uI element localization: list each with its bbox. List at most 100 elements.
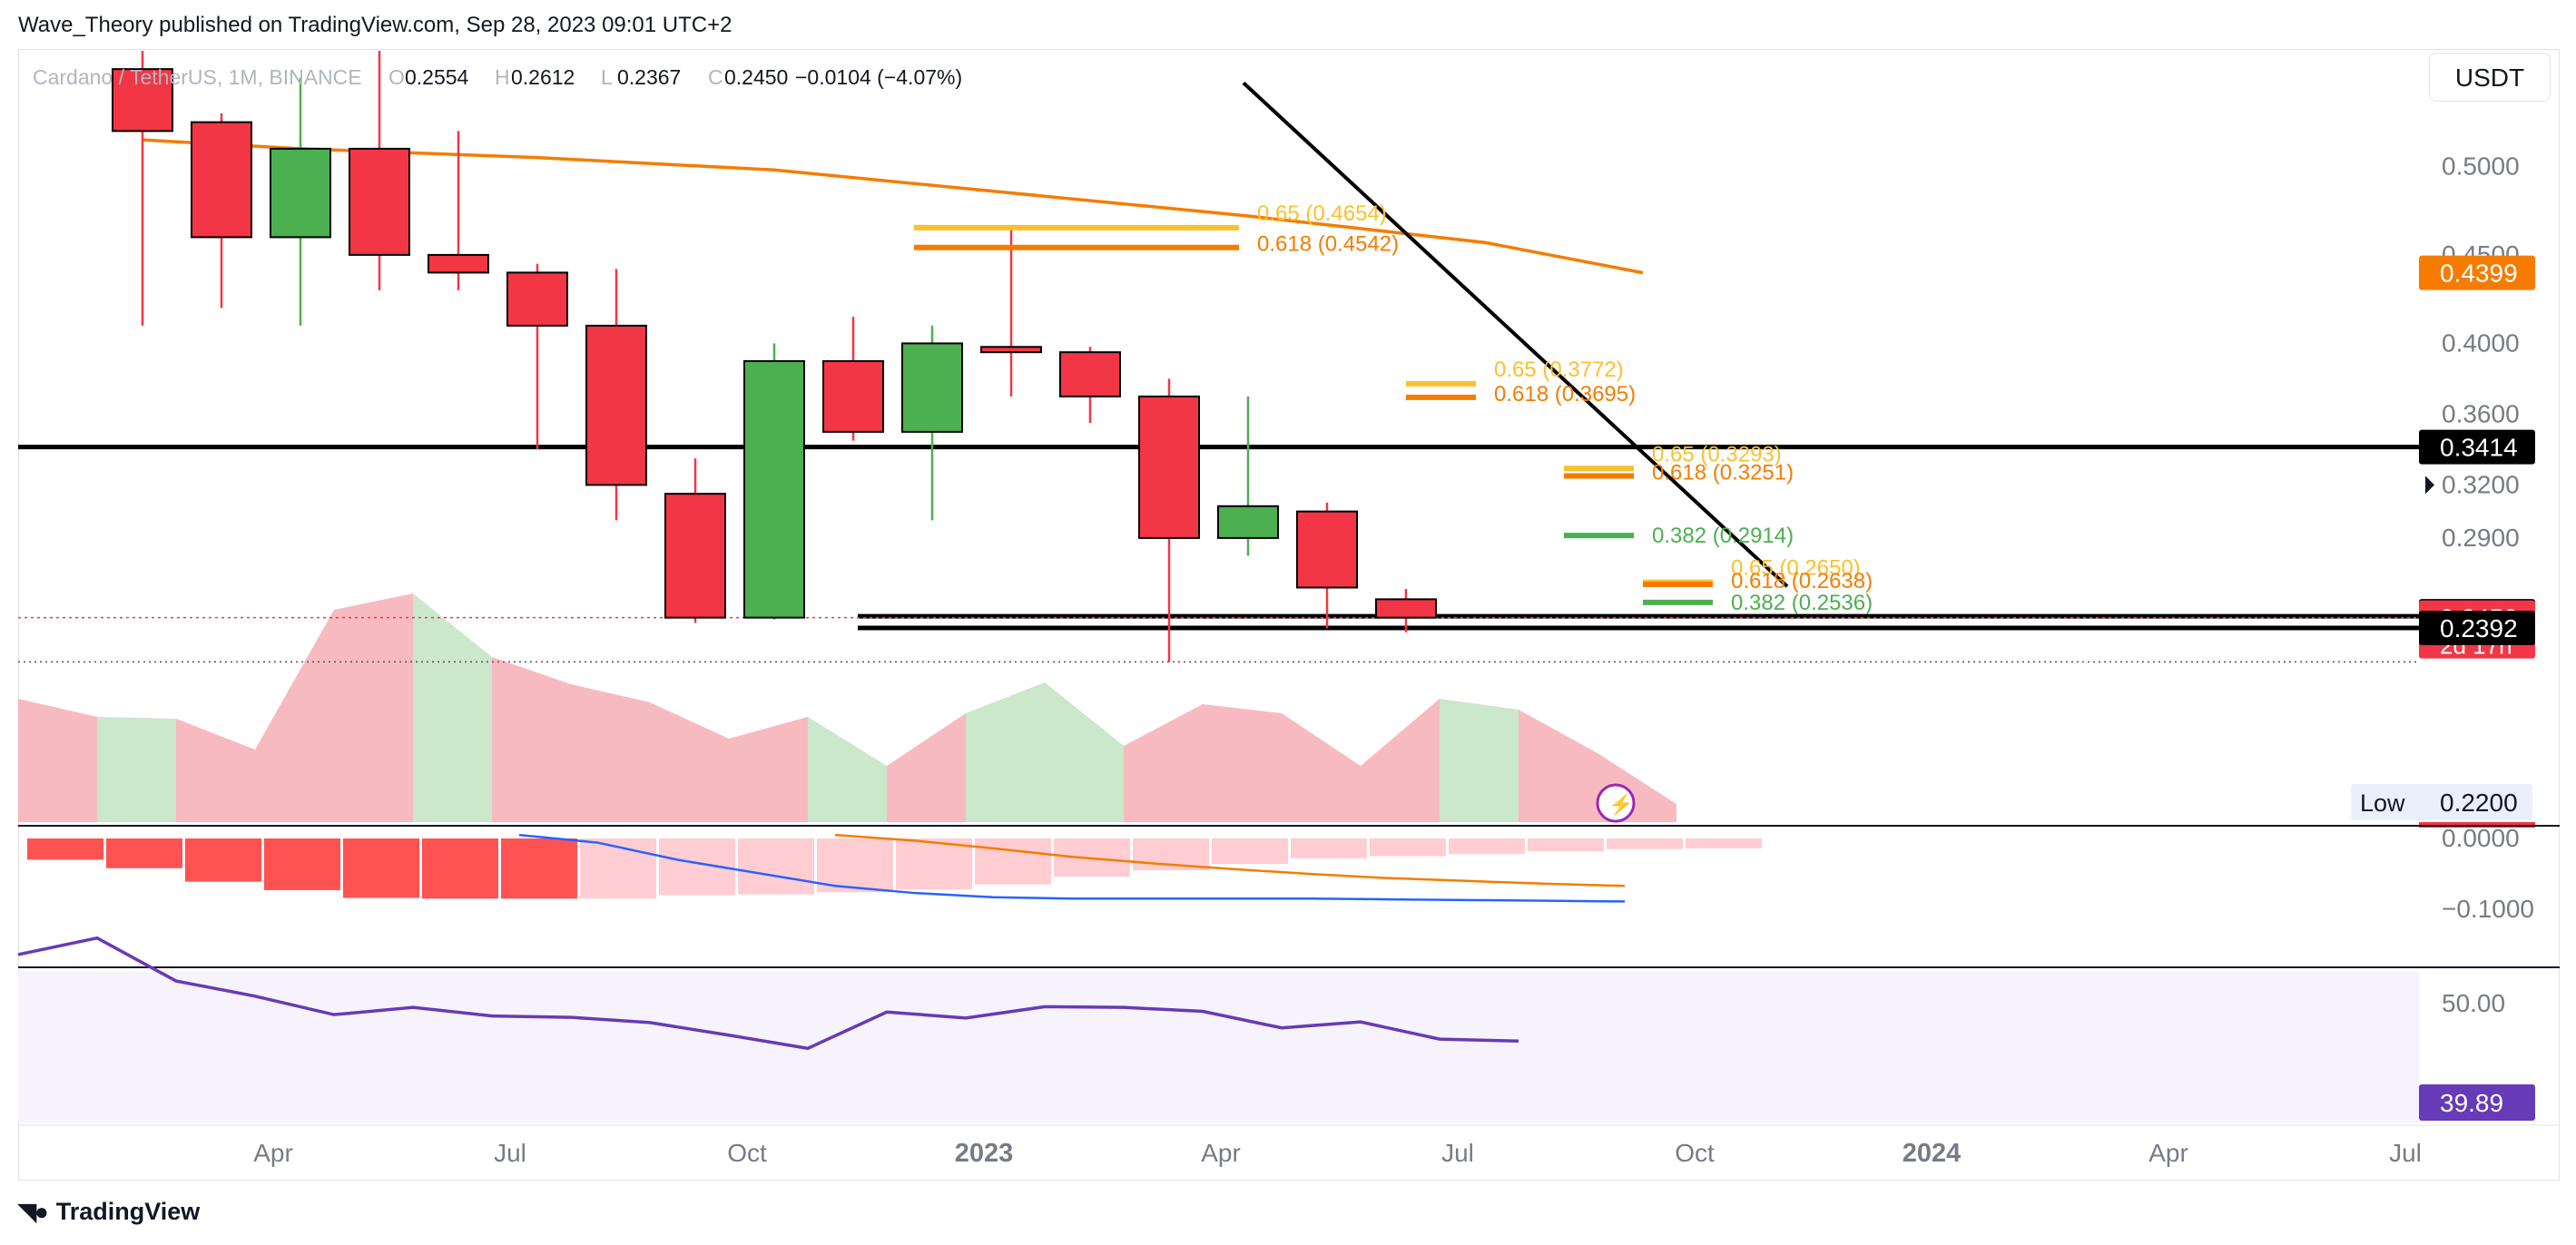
momentum-area-segment — [1045, 682, 1124, 822]
rsi-band — [18, 971, 2419, 1122]
macd-histogram-bar — [1607, 838, 1683, 849]
candle-body — [1375, 598, 1437, 619]
moving-average-line — [142, 138, 1644, 275]
candle-body — [1059, 351, 1121, 397]
momentum-area-segment — [1203, 704, 1282, 822]
rsi-badge — [2419, 1084, 2535, 1121]
candle — [428, 131, 489, 290]
price-axis-tick: 0.2900 — [2442, 524, 2520, 552]
candle-body — [585, 324, 647, 486]
candle-body — [191, 121, 252, 239]
legend-label: L — [601, 65, 613, 89]
macd-histogram-bar — [817, 838, 893, 893]
legend-label: C — [708, 65, 723, 89]
time-axis-tick: Jul — [2389, 1139, 2422, 1167]
tradingview-logo[interactable]: ◥● TradingView — [18, 1198, 200, 1226]
macd-histogram-bar — [1291, 838, 1367, 858]
candle — [743, 343, 805, 620]
momentum-area-segment — [571, 684, 650, 822]
candle — [191, 113, 252, 309]
low-badge-label: Low — [2360, 789, 2405, 817]
macd-pane — [27, 833, 1762, 903]
published-header: Wave_Theory published on TradingView.com… — [18, 13, 732, 37]
macd-histogram-bar — [106, 838, 182, 868]
price-badge — [2419, 429, 2535, 465]
currency-button[interactable]: USDT — [2429, 53, 2551, 102]
momentum-area-segment — [334, 593, 413, 822]
momentum-area-segment — [729, 717, 808, 822]
macd-signal-line — [834, 833, 1626, 887]
macd-histogram-bar — [580, 838, 656, 899]
price-badge — [2419, 255, 2535, 290]
time-axis-tick: 2024 — [1903, 1139, 1961, 1168]
fib-level-label: 0.618 (0.2638) — [1731, 569, 1873, 593]
time-axis-tick: Oct — [727, 1139, 767, 1167]
candle — [506, 263, 568, 450]
candle — [822, 317, 884, 441]
chart-frame — [18, 49, 2560, 1181]
candle — [1375, 589, 1437, 632]
macd-histogram-bar — [1212, 838, 1288, 865]
momentum-area-segment — [887, 713, 966, 822]
macd-histogram-bar — [185, 838, 261, 882]
candle-body — [664, 493, 726, 619]
macd-histogram-bar — [1686, 838, 1762, 848]
fib-level-label: 0.382 (0.2914) — [1652, 524, 1794, 548]
candle — [349, 51, 410, 290]
candle — [1296, 502, 1358, 629]
candle — [1138, 378, 1200, 662]
candle — [980, 230, 1042, 397]
candle — [112, 51, 173, 326]
legend-value: 0.2367 — [617, 65, 681, 89]
macd-line — [518, 833, 1626, 903]
momentum-area-segment — [1124, 704, 1203, 822]
candle — [664, 458, 726, 623]
legend-change: −0.0104 (−4.07%) — [795, 65, 962, 89]
low-badge — [2351, 784, 2532, 820]
candle-body — [1138, 395, 1200, 539]
candle-body — [901, 342, 963, 433]
fib-level-label: 0.382 (0.2536) — [1731, 591, 1873, 615]
fib-level-label: 0.618 (0.3695) — [1494, 382, 1636, 407]
momentum-area-segment — [18, 699, 97, 822]
rsi-axis-tick: 50.00 — [2442, 989, 2505, 1017]
macd-histogram-bar — [1528, 838, 1604, 852]
price-badge-label: 0.2392 — [2440, 614, 2518, 642]
price-badge-label: 0.4399 — [2440, 260, 2518, 288]
time-axis-tick: Apr — [1201, 1139, 1241, 1167]
macd-histogram-bar — [1370, 838, 1446, 857]
macd-histogram-bar — [343, 838, 419, 898]
candle-body — [112, 68, 173, 132]
macd-histogram-bar — [896, 838, 972, 890]
candle — [1059, 347, 1121, 424]
rsi-badge-label: 39.89 — [2440, 1089, 2503, 1117]
fib-level-label: 0.618 (0.3251) — [1652, 460, 1794, 485]
rsi-line — [17, 936, 1519, 1051]
candle-body — [428, 253, 489, 274]
lightning-icon: ⚡ — [1596, 783, 1636, 823]
price-axis-tick: 0.5000 — [2442, 152, 2520, 180]
ohlc-legend: Cardano / TetherUS, 1M, BINANCE O 0.2554 H 0… — [33, 65, 962, 89]
momentum-area-segment — [1282, 713, 1361, 822]
candle — [901, 325, 963, 521]
momentum-area-segment — [492, 657, 571, 822]
fib-level-label: 0.618 (0.4542) — [1257, 232, 1399, 257]
candle-body — [822, 359, 884, 433]
macd-histogram-bar — [422, 838, 498, 899]
candle-body — [1296, 510, 1358, 589]
legend-label: O — [388, 65, 405, 89]
momentum-area-segment — [255, 610, 334, 822]
macd-histogram-bar — [1449, 838, 1525, 855]
macd-histogram-bar — [501, 838, 577, 899]
low-badge-value: 0.2200 — [2440, 789, 2518, 817]
momentum-area-segment — [808, 717, 887, 822]
candle-body — [1217, 505, 1279, 539]
candle-body — [349, 147, 410, 256]
lightning-icon-circle — [1596, 783, 1636, 823]
candle-body — [270, 147, 331, 239]
macd-histogram-bar — [975, 838, 1051, 885]
legend-value: 0.2612 — [511, 65, 575, 89]
time-axis-tick: Jul — [494, 1139, 526, 1167]
macd-histogram-bar — [738, 838, 814, 895]
